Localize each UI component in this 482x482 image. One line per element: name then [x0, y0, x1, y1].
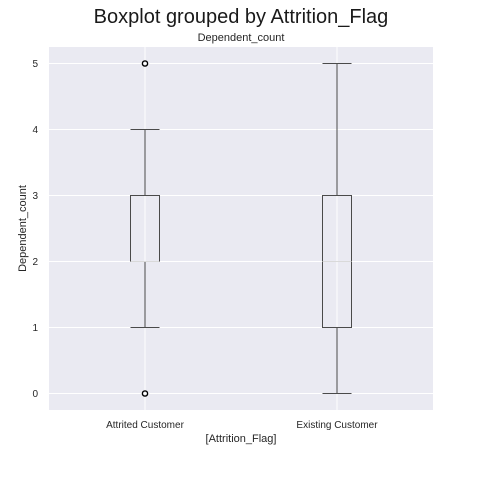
x-axis-label: [Attrition_Flag] — [206, 433, 277, 445]
outlier-point — [141, 60, 149, 67]
chart-title: Dependent_count — [198, 32, 285, 44]
y-tick-label: 3 — [32, 191, 38, 202]
outlier-point — [141, 390, 149, 397]
y-tick-labels: 0 1 2 3 4 5 — [32, 59, 38, 400]
x-tick-labels: Attrited Customer Existing Customer — [106, 420, 378, 431]
box-1 — [322, 63, 352, 394]
x-tick-label: Attrited Customer — [106, 420, 184, 431]
y-tick-label: 1 — [32, 323, 38, 334]
y-tick-label: 0 — [32, 389, 38, 400]
y-tick-label: 4 — [32, 125, 38, 136]
y-tick-label: 2 — [32, 257, 38, 268]
y-axis-label: Dependent_count — [17, 185, 29, 272]
box-0 — [130, 60, 160, 397]
plot-background — [49, 47, 433, 410]
y-tick-label: 5 — [32, 59, 38, 70]
figure-suptitle: Boxplot grouped by Attrition_Flag — [93, 6, 389, 28]
x-tick-label: Existing Customer — [296, 420, 378, 431]
boxes-group — [130, 60, 352, 397]
